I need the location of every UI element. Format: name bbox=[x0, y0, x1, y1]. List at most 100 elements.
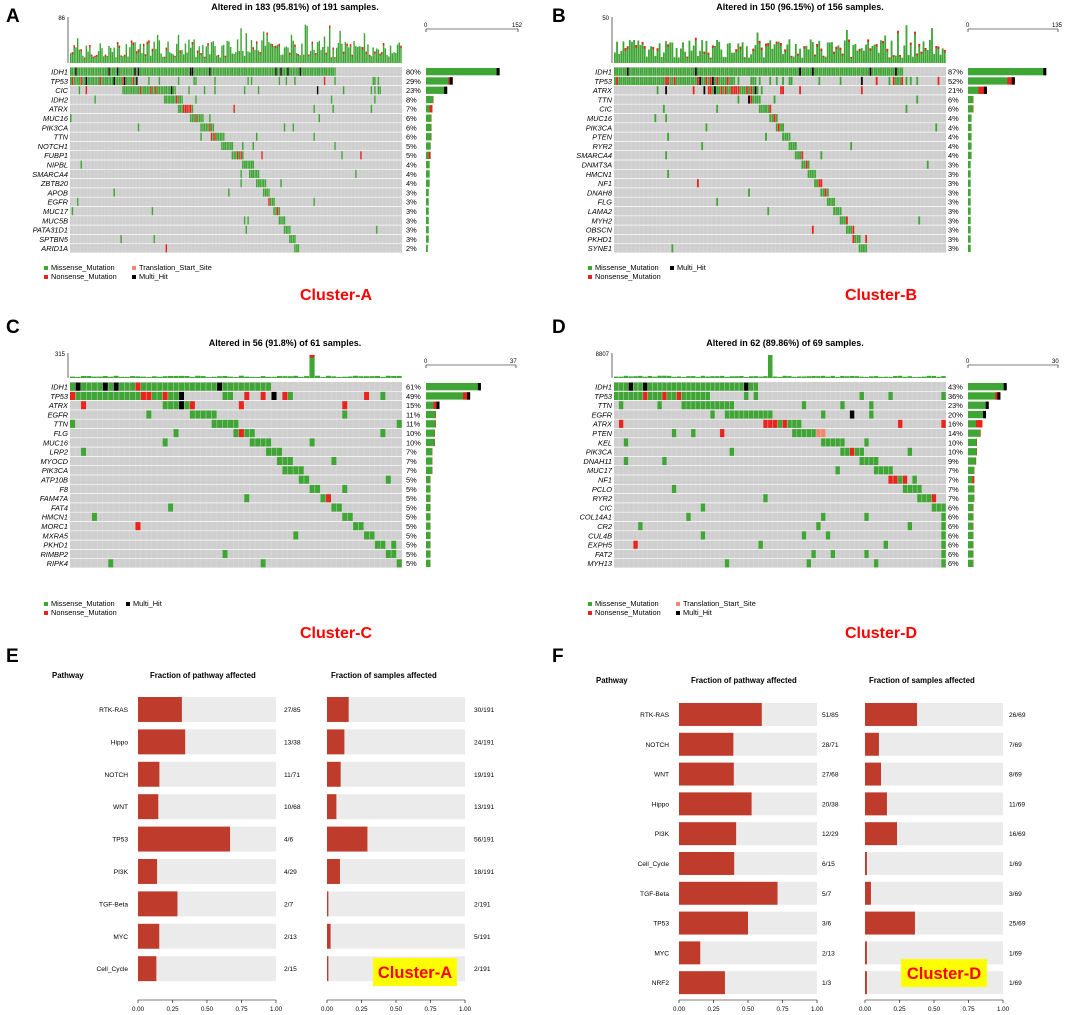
mutation-cell bbox=[937, 76, 940, 85]
tmb-bar bbox=[109, 47, 112, 63]
gene-label: MXRA5 bbox=[43, 531, 69, 540]
mutation-cell bbox=[814, 169, 816, 178]
mutation-cell bbox=[758, 540, 763, 549]
mutation-cell bbox=[837, 67, 840, 76]
mutation-cell bbox=[840, 447, 845, 456]
mutation-cell bbox=[287, 466, 293, 475]
tmb-bar bbox=[769, 40, 772, 63]
mutation-cell bbox=[106, 67, 108, 76]
pathway-bar-bg bbox=[138, 761, 276, 787]
mutation-cell bbox=[311, 67, 314, 76]
tmb-bar bbox=[384, 48, 387, 63]
sample-bar bbox=[327, 794, 337, 820]
mutation-cell bbox=[255, 67, 258, 76]
mutation-cell bbox=[642, 391, 648, 400]
mutation-cell bbox=[790, 67, 793, 76]
tmb-bar bbox=[157, 376, 163, 378]
side-axis-min: 0 bbox=[966, 23, 970, 29]
x-tick-label: 0.50 bbox=[742, 1006, 755, 1013]
mutation-cell bbox=[719, 382, 725, 391]
tmb-bar bbox=[622, 41, 625, 63]
mutation-cell bbox=[837, 207, 840, 216]
tmb-bar bbox=[875, 44, 878, 63]
sample-bar-bg bbox=[865, 852, 1003, 875]
tmb-bar bbox=[374, 51, 376, 63]
mutation-cell bbox=[76, 67, 79, 76]
mutation-cell bbox=[222, 142, 225, 151]
tmb-bar-nonsense bbox=[909, 42, 912, 46]
mutation-cell bbox=[899, 67, 902, 76]
gene-label: NF1 bbox=[598, 179, 612, 188]
mutation-cell bbox=[80, 391, 87, 400]
tmb-bar bbox=[363, 33, 366, 63]
mutation-cell bbox=[255, 179, 258, 188]
tmb-bar bbox=[767, 43, 770, 63]
gene-label: SPTBN5 bbox=[39, 235, 69, 244]
mutation-cell bbox=[822, 67, 825, 76]
tmb-bar-nonsense bbox=[278, 43, 281, 47]
gene-percentage: 9% bbox=[948, 457, 959, 466]
tmb-bar-nonsense bbox=[735, 49, 738, 52]
mutation-cell bbox=[144, 86, 147, 95]
mutation-cell bbox=[141, 67, 143, 76]
mutation-cell bbox=[905, 76, 908, 85]
mutation-cell bbox=[754, 95, 757, 104]
tmb-bar bbox=[155, 48, 157, 63]
sample-count: 13/191 bbox=[474, 804, 495, 811]
mutation-cell bbox=[271, 197, 274, 206]
mutation-cell bbox=[684, 67, 687, 76]
mutation-cell bbox=[739, 67, 742, 76]
mutation-cell bbox=[686, 76, 689, 85]
legend-label: Nonsense_Mutation bbox=[51, 608, 117, 617]
mutation-cell bbox=[260, 382, 266, 391]
mutation-cell bbox=[850, 67, 853, 76]
gene-count-bar-multi bbox=[985, 401, 989, 409]
tmb-bar bbox=[658, 43, 661, 63]
gene-percentage: 3% bbox=[948, 161, 959, 170]
mutation-cell bbox=[238, 429, 244, 438]
gene-percentage: 6% bbox=[948, 503, 959, 512]
mutation-cell bbox=[662, 76, 665, 85]
mutation-cell bbox=[658, 67, 661, 76]
tmb-bar-nonsense bbox=[94, 55, 96, 58]
mutation-cell bbox=[252, 160, 255, 169]
mutation-cell bbox=[773, 114, 776, 123]
tmb-bar bbox=[656, 48, 659, 63]
mutation-cell bbox=[835, 466, 840, 475]
mutation-cell bbox=[293, 466, 299, 475]
mutation-cell bbox=[297, 244, 300, 253]
sample-count: 11/69 bbox=[1009, 801, 1025, 808]
tmb-bar bbox=[242, 50, 244, 63]
pathway-name: TP53 bbox=[112, 837, 128, 844]
mutation-cell bbox=[745, 86, 748, 95]
sample-count: 1/69 bbox=[1009, 950, 1022, 957]
mutation-cell bbox=[860, 244, 863, 253]
gene-label: TTN bbox=[54, 420, 69, 429]
tmb-bar bbox=[346, 43, 348, 63]
tmb-bar bbox=[638, 375, 643, 378]
mutation-cell bbox=[690, 67, 693, 76]
gene-count-bar bbox=[968, 133, 972, 141]
tmb-bar bbox=[772, 376, 778, 378]
mutation-cell bbox=[623, 438, 629, 447]
mutation-cell bbox=[916, 76, 919, 85]
mutation-cell bbox=[200, 382, 206, 391]
tmb-bar bbox=[790, 55, 793, 63]
tmb-bar bbox=[358, 46, 360, 63]
tmb-bar bbox=[195, 56, 197, 63]
mutation-cell bbox=[665, 86, 667, 95]
mutation-cell bbox=[818, 179, 821, 188]
tmb-bar bbox=[325, 375, 331, 378]
mutation-cell bbox=[334, 142, 336, 151]
tmb-bar bbox=[238, 375, 244, 378]
mutation-cell bbox=[711, 67, 714, 76]
mutation-cell bbox=[271, 391, 277, 400]
tmb-bar bbox=[334, 57, 336, 63]
tmb-bar-nonsense bbox=[797, 53, 799, 56]
mutation-cell bbox=[826, 67, 829, 76]
sample-bar bbox=[327, 891, 329, 917]
gene-count-bar-nonsense bbox=[979, 429, 981, 437]
mutation-cell bbox=[662, 104, 665, 113]
mutation-cell bbox=[722, 67, 725, 76]
